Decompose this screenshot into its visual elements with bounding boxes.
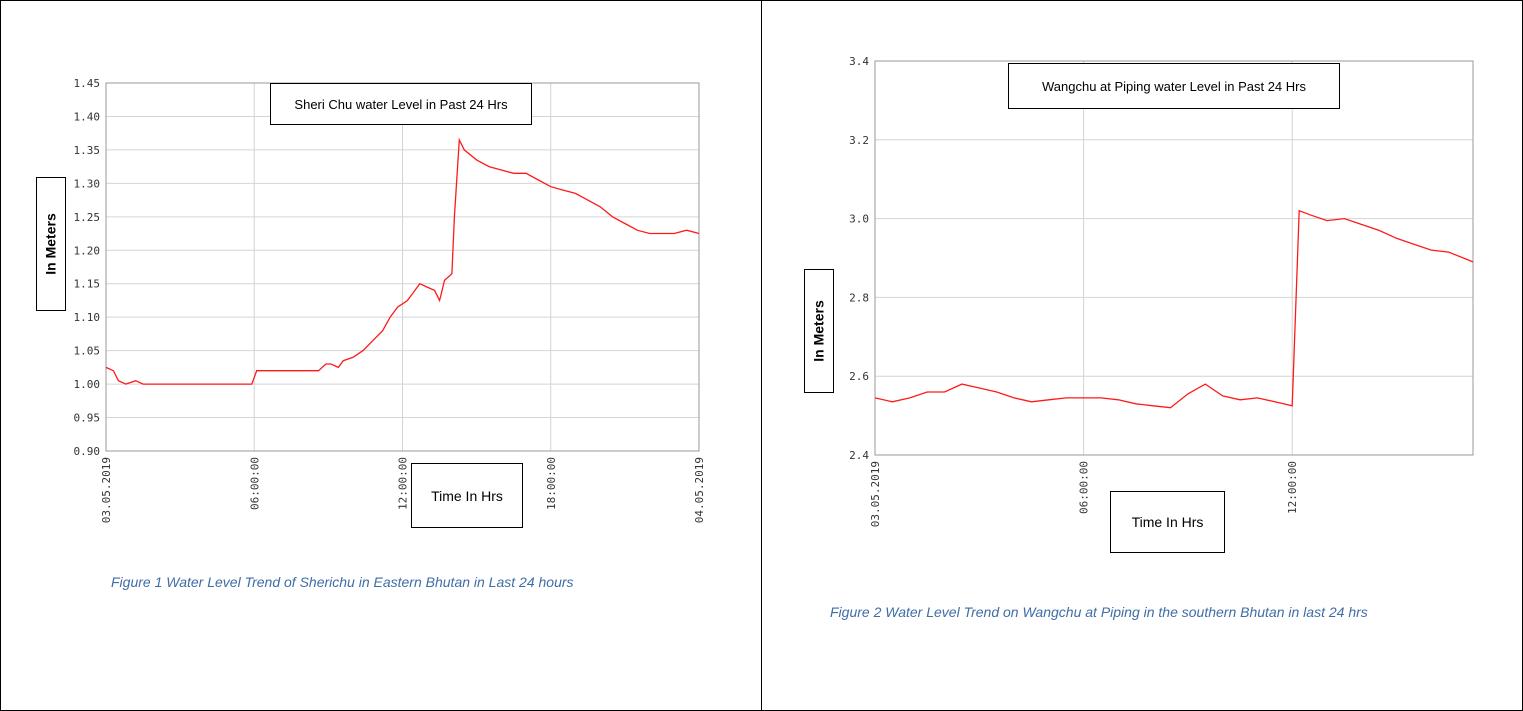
chart-1-xlabel: Time In Hrs (411, 463, 523, 528)
chart-1: 0.90 0.95 1.00 1.05 1.10 1.15 1.20 1.25 1.30 1.35… (74, 77, 707, 523)
chart-1-ylabel: In Meters (36, 177, 66, 311)
y-tick-label: 1.45 (74, 77, 101, 90)
y-tick-label: 2.6 (849, 370, 869, 383)
x-tick-label: 03.05.2019 (869, 461, 882, 527)
y-tick-label: 1.30 (74, 177, 101, 190)
y-tick-label: 1.35 (74, 144, 101, 157)
chart-1-title: Sheri Chu water Level in Past 24 Hrs (270, 83, 532, 125)
x-tick-label: 18:00:00 (545, 457, 558, 510)
x-tick-label: 06:00:00 (1078, 461, 1091, 514)
y-tick-label: 2.8 (849, 291, 869, 304)
y-tick-label: 1.00 (74, 378, 101, 391)
plot-area (874, 60, 1474, 456)
y-tick-label: 3.0 (849, 213, 869, 226)
chart-2-caption: Figure 2 Water Level Trend on Wangchu at… (830, 604, 1368, 620)
water-level-line (874, 209, 1474, 409)
y-tick-label: 1.10 (74, 311, 101, 324)
x-tick-label: 12:00:00 (1286, 461, 1299, 514)
x-tick-label: 03.05.2019 (100, 457, 113, 523)
chart-2: 2.4 2.6 2.8 3.0 3.2 3.4 03.05.2019 06:00:00 12:0… (849, 55, 1474, 527)
y-tick-label: 0.90 (74, 445, 101, 458)
x-tick-label: 04.05.2019 (693, 457, 706, 523)
figure-1-panel: 0.90 0.95 1.00 1.05 1.10 1.15 1.20 1.25 1.30 1.35… (0, 0, 763, 711)
x-tick-label: 12:00:00 (397, 457, 410, 510)
y-tick-label: 1.25 (74, 211, 101, 224)
y-tick-label: 3.2 (849, 134, 869, 147)
chart-2-ylabel: In Meters (804, 269, 834, 393)
chart-2-xlabel: Time In Hrs (1110, 491, 1225, 553)
y-tick-label: 1.05 (74, 345, 101, 358)
water-level-line (105, 137, 700, 385)
chart-1-caption: Figure 1 Water Level Trend of Sherichu i… (111, 574, 574, 590)
y-tick-label: 0.95 (74, 412, 101, 425)
figure-2-panel: 2.4 2.6 2.8 3.0 3.2 3.4 03.05.2019 06:00:00 12:0… (761, 0, 1523, 711)
y-tick-label: 1.15 (74, 278, 101, 291)
y-tick-label: 1.40 (74, 110, 101, 123)
y-tick-label: 3.4 (849, 55, 869, 68)
chart-2-title: Wangchu at Piping water Level in Past 24… (1008, 63, 1340, 109)
y-tick-label: 2.4 (849, 449, 869, 462)
y-tick-label: 1.20 (74, 244, 101, 257)
x-tick-label: 06:00:00 (248, 457, 261, 510)
